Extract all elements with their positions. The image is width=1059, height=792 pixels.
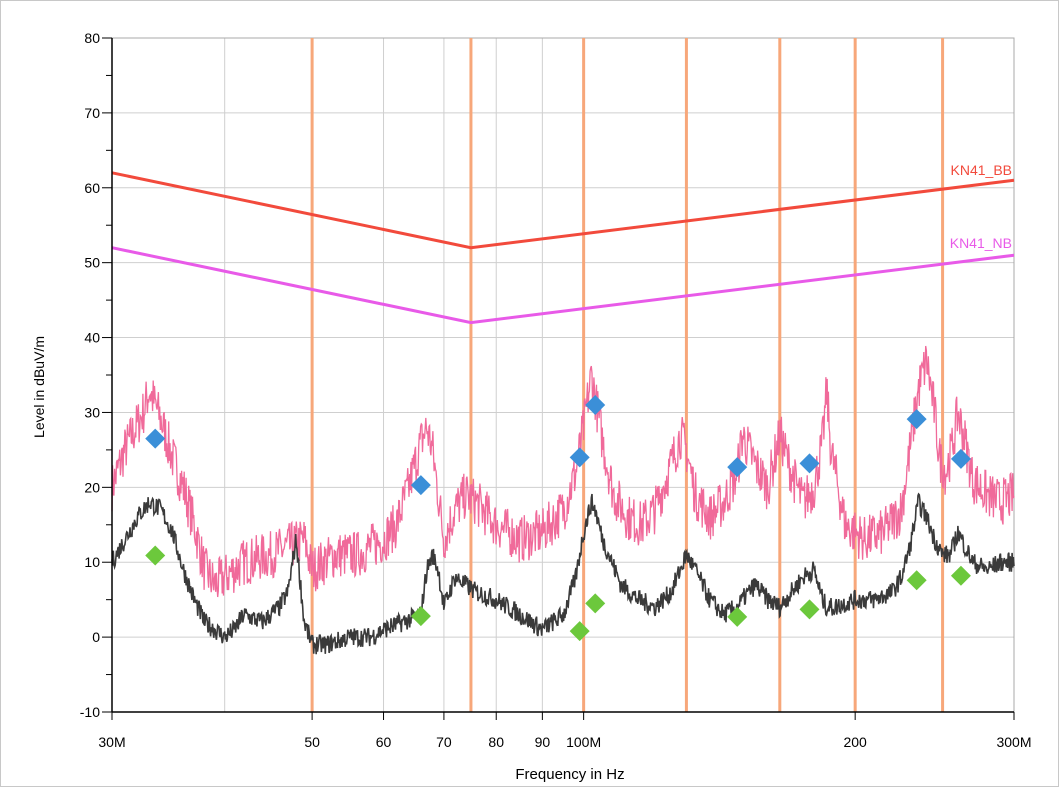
measurement-points — [145, 394, 971, 642]
x-tick-label: 70 — [436, 734, 452, 750]
x-axis-title: Frequency in Hz — [515, 766, 624, 783]
quasi-peak-point — [727, 457, 748, 478]
average-point — [950, 565, 971, 586]
quasi-peak-point — [569, 447, 590, 468]
x-tick-label: 80 — [488, 734, 504, 750]
quasi-peak-point — [950, 448, 971, 469]
x-tick-label: 200 — [843, 734, 867, 750]
series-lines — [111, 171, 1015, 655]
x-tick-label: 300M — [996, 734, 1031, 750]
y-tick-label: 50 — [84, 255, 100, 271]
axes: -10 0 10 20 30 40 50 60 70 80 30M 50 60 70 80 90 100M 200… — [80, 30, 1032, 750]
average-trace-line — [111, 492, 1015, 655]
quasi-peak-point — [145, 428, 166, 449]
average-point — [727, 606, 748, 627]
quasi-peak-point — [799, 453, 820, 474]
y-tick-label: 80 — [84, 30, 100, 46]
x-tick-label: 90 — [535, 734, 551, 750]
y-tick-label: 60 — [84, 180, 100, 196]
average-point — [906, 570, 927, 591]
series-kn41-bb-line — [111, 171, 1015, 250]
average-point — [410, 606, 431, 627]
y-tick-label: -10 — [80, 704, 100, 720]
y-tick-label: 0 — [92, 629, 100, 645]
y-axis-title: Level in dBuV/m — [31, 336, 47, 438]
average-point — [145, 545, 166, 566]
average-point — [569, 621, 590, 642]
series-label-kn41-nb: KN41_NB — [950, 235, 1012, 251]
quasi-peak-point — [585, 394, 606, 415]
x-tick-label: 100M — [566, 734, 601, 750]
series-label-kn41-bb: KN41_BB — [951, 162, 1012, 178]
x-tick-label: 50 — [304, 734, 320, 750]
y-tick-label: 10 — [84, 554, 100, 570]
y-tick-label: 70 — [84, 105, 100, 121]
x-tick-label: 30M — [98, 734, 125, 750]
x-tick-label: 60 — [376, 734, 392, 750]
average-point — [585, 593, 606, 614]
y-tick-label: 40 — [84, 330, 100, 346]
peak-trace-line — [111, 345, 1015, 598]
y-tick-label: 30 — [84, 404, 100, 420]
quasi-peak-point — [906, 409, 927, 430]
labels: Frequency in Hz Level in dBuV/m KN41_BB … — [31, 162, 1012, 783]
average-point — [799, 599, 820, 620]
quasi-peak-point — [410, 475, 431, 496]
y-tick-label: 20 — [84, 479, 100, 495]
series-kn41-nb-line — [111, 246, 1015, 325]
vertical-markers — [310, 38, 945, 712]
